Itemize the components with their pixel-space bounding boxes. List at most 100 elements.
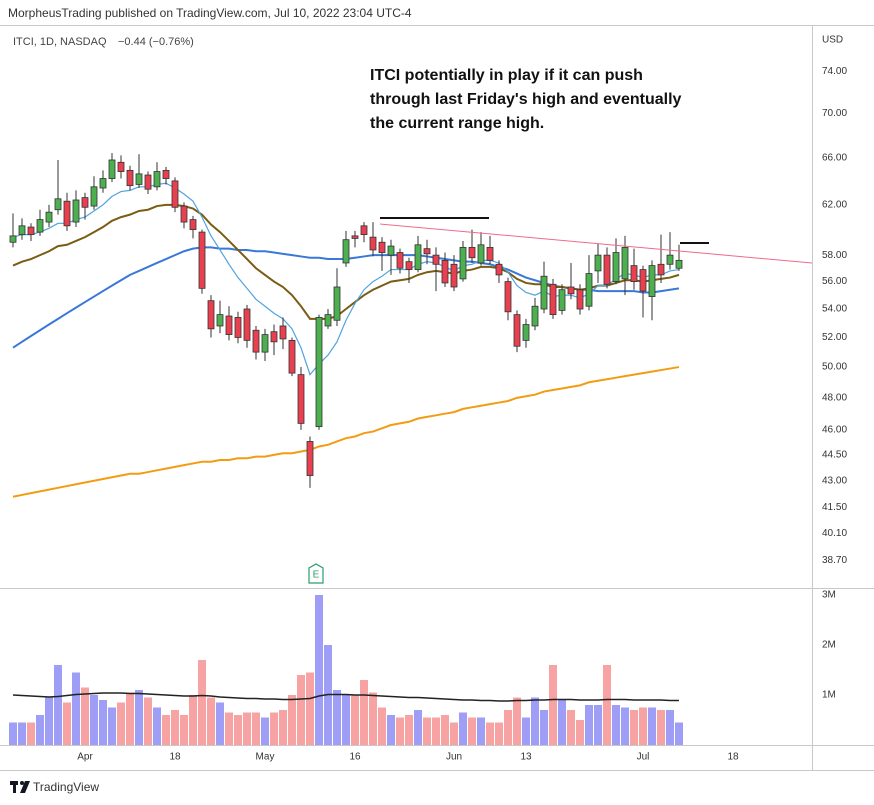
moving-average-line (12, 182, 680, 376)
annotation: the current range high. (370, 115, 544, 132)
candle-body (405, 261, 413, 270)
candle-body (414, 244, 422, 270)
candle-body (369, 236, 377, 251)
volume-tick-label: 3M (822, 590, 836, 601)
candle-body (261, 334, 269, 353)
candle-body (603, 254, 611, 285)
y-tick-label: 46.00 (822, 425, 847, 436)
y-tick-label: 74.00 (822, 66, 847, 77)
volume-bar (585, 705, 593, 745)
candle-body (396, 252, 404, 269)
volume-bar (162, 715, 170, 745)
candle-body (171, 180, 179, 208)
candle-body (135, 173, 143, 185)
volume-bar (270, 712, 278, 745)
axis-unit: USD (822, 35, 843, 46)
volume-bar (468, 717, 476, 745)
y-tick-label: 43.00 (822, 475, 847, 486)
volume-bar (72, 672, 80, 745)
candle-body (387, 245, 395, 256)
candle-body (630, 265, 638, 282)
volume-bar (423, 717, 431, 745)
volume-bar (225, 712, 233, 745)
candle-body (432, 254, 440, 265)
footer-brand: TradingView (33, 780, 99, 794)
y-tick-label: 50.00 (822, 362, 847, 373)
candle-body (198, 231, 206, 289)
candle-body (522, 324, 530, 341)
candle-body (288, 339, 296, 374)
candle-body (360, 225, 368, 236)
volume-tick-label: 1M (822, 690, 836, 701)
volume-bar (9, 722, 17, 745)
annotation: ITCI potentially in play if it can push (370, 67, 643, 84)
x-tick-label: 13 (520, 752, 532, 763)
candle-body (441, 259, 449, 284)
candle-body (216, 314, 224, 327)
candle-body (558, 289, 566, 311)
candle-body (576, 289, 584, 310)
volume-bar (495, 722, 503, 745)
volume-bar (63, 702, 71, 745)
volume-bar (351, 695, 359, 745)
volume-bar (99, 700, 107, 745)
x-tick-label: May (256, 752, 275, 763)
volume-bar (360, 680, 368, 745)
volume-bar (315, 595, 323, 745)
volume-bar (567, 710, 575, 745)
candle-body (252, 329, 260, 353)
volume-bar (207, 697, 215, 745)
y-tick-label: 38.70 (822, 555, 847, 566)
candle-body (72, 199, 80, 223)
x-tick-label: Jul (637, 752, 650, 763)
candle-body (594, 254, 602, 272)
y-tick-label: 56.00 (822, 276, 847, 287)
y-tick-label: 58.00 (822, 250, 847, 261)
volume-bar (612, 705, 620, 745)
plot: 74.00 70.00 66.00 62.00 58.00 56.00 54.00 52.00… (9, 66, 847, 763)
volume-bar (135, 690, 143, 745)
volume-bar (342, 695, 350, 745)
candle-body (351, 235, 359, 239)
volume-bar (405, 715, 413, 745)
volume-bar (144, 697, 152, 745)
moving-average-line (12, 366, 680, 498)
volume-bar (153, 707, 161, 745)
candle-body (531, 305, 539, 327)
volume-bar (513, 697, 521, 745)
candle-body (297, 374, 305, 424)
volume-bar (477, 717, 485, 745)
volume-bar (414, 710, 422, 745)
symbol-legend: ITCI, 1D, NASDAQ (13, 36, 107, 48)
candle-body (567, 286, 575, 295)
earnings-icon (308, 563, 324, 584)
candle-body (540, 275, 548, 310)
volume-bar (45, 697, 53, 745)
candle-body (189, 219, 197, 230)
y-tick-label: 54.00 (822, 304, 847, 315)
volume-bar (675, 722, 683, 745)
x-tick-label: 18 (727, 752, 739, 763)
y-tick-label: 62.00 (822, 199, 847, 210)
volume-bar (234, 715, 242, 745)
y-tick-label: 44.50 (822, 450, 847, 461)
candle-body (90, 186, 98, 207)
candle-body (585, 273, 593, 307)
volume-bar (441, 715, 449, 745)
candle-body (342, 239, 350, 264)
candle-body (450, 263, 458, 288)
y-tick-label: 40.10 (822, 528, 847, 539)
volume-bar (333, 690, 341, 745)
volume-bar (252, 712, 260, 745)
volume-bar (243, 712, 251, 745)
candle-body (477, 244, 485, 264)
volume-bar (54, 665, 62, 745)
volume-tick-label: 2M (822, 640, 836, 651)
volume-bar (108, 707, 116, 745)
candle-body (378, 241, 386, 253)
volume-bar (603, 665, 611, 745)
volume-bar (558, 700, 566, 745)
y-tick-label: 48.00 (822, 392, 847, 403)
volume-bar (117, 702, 125, 745)
